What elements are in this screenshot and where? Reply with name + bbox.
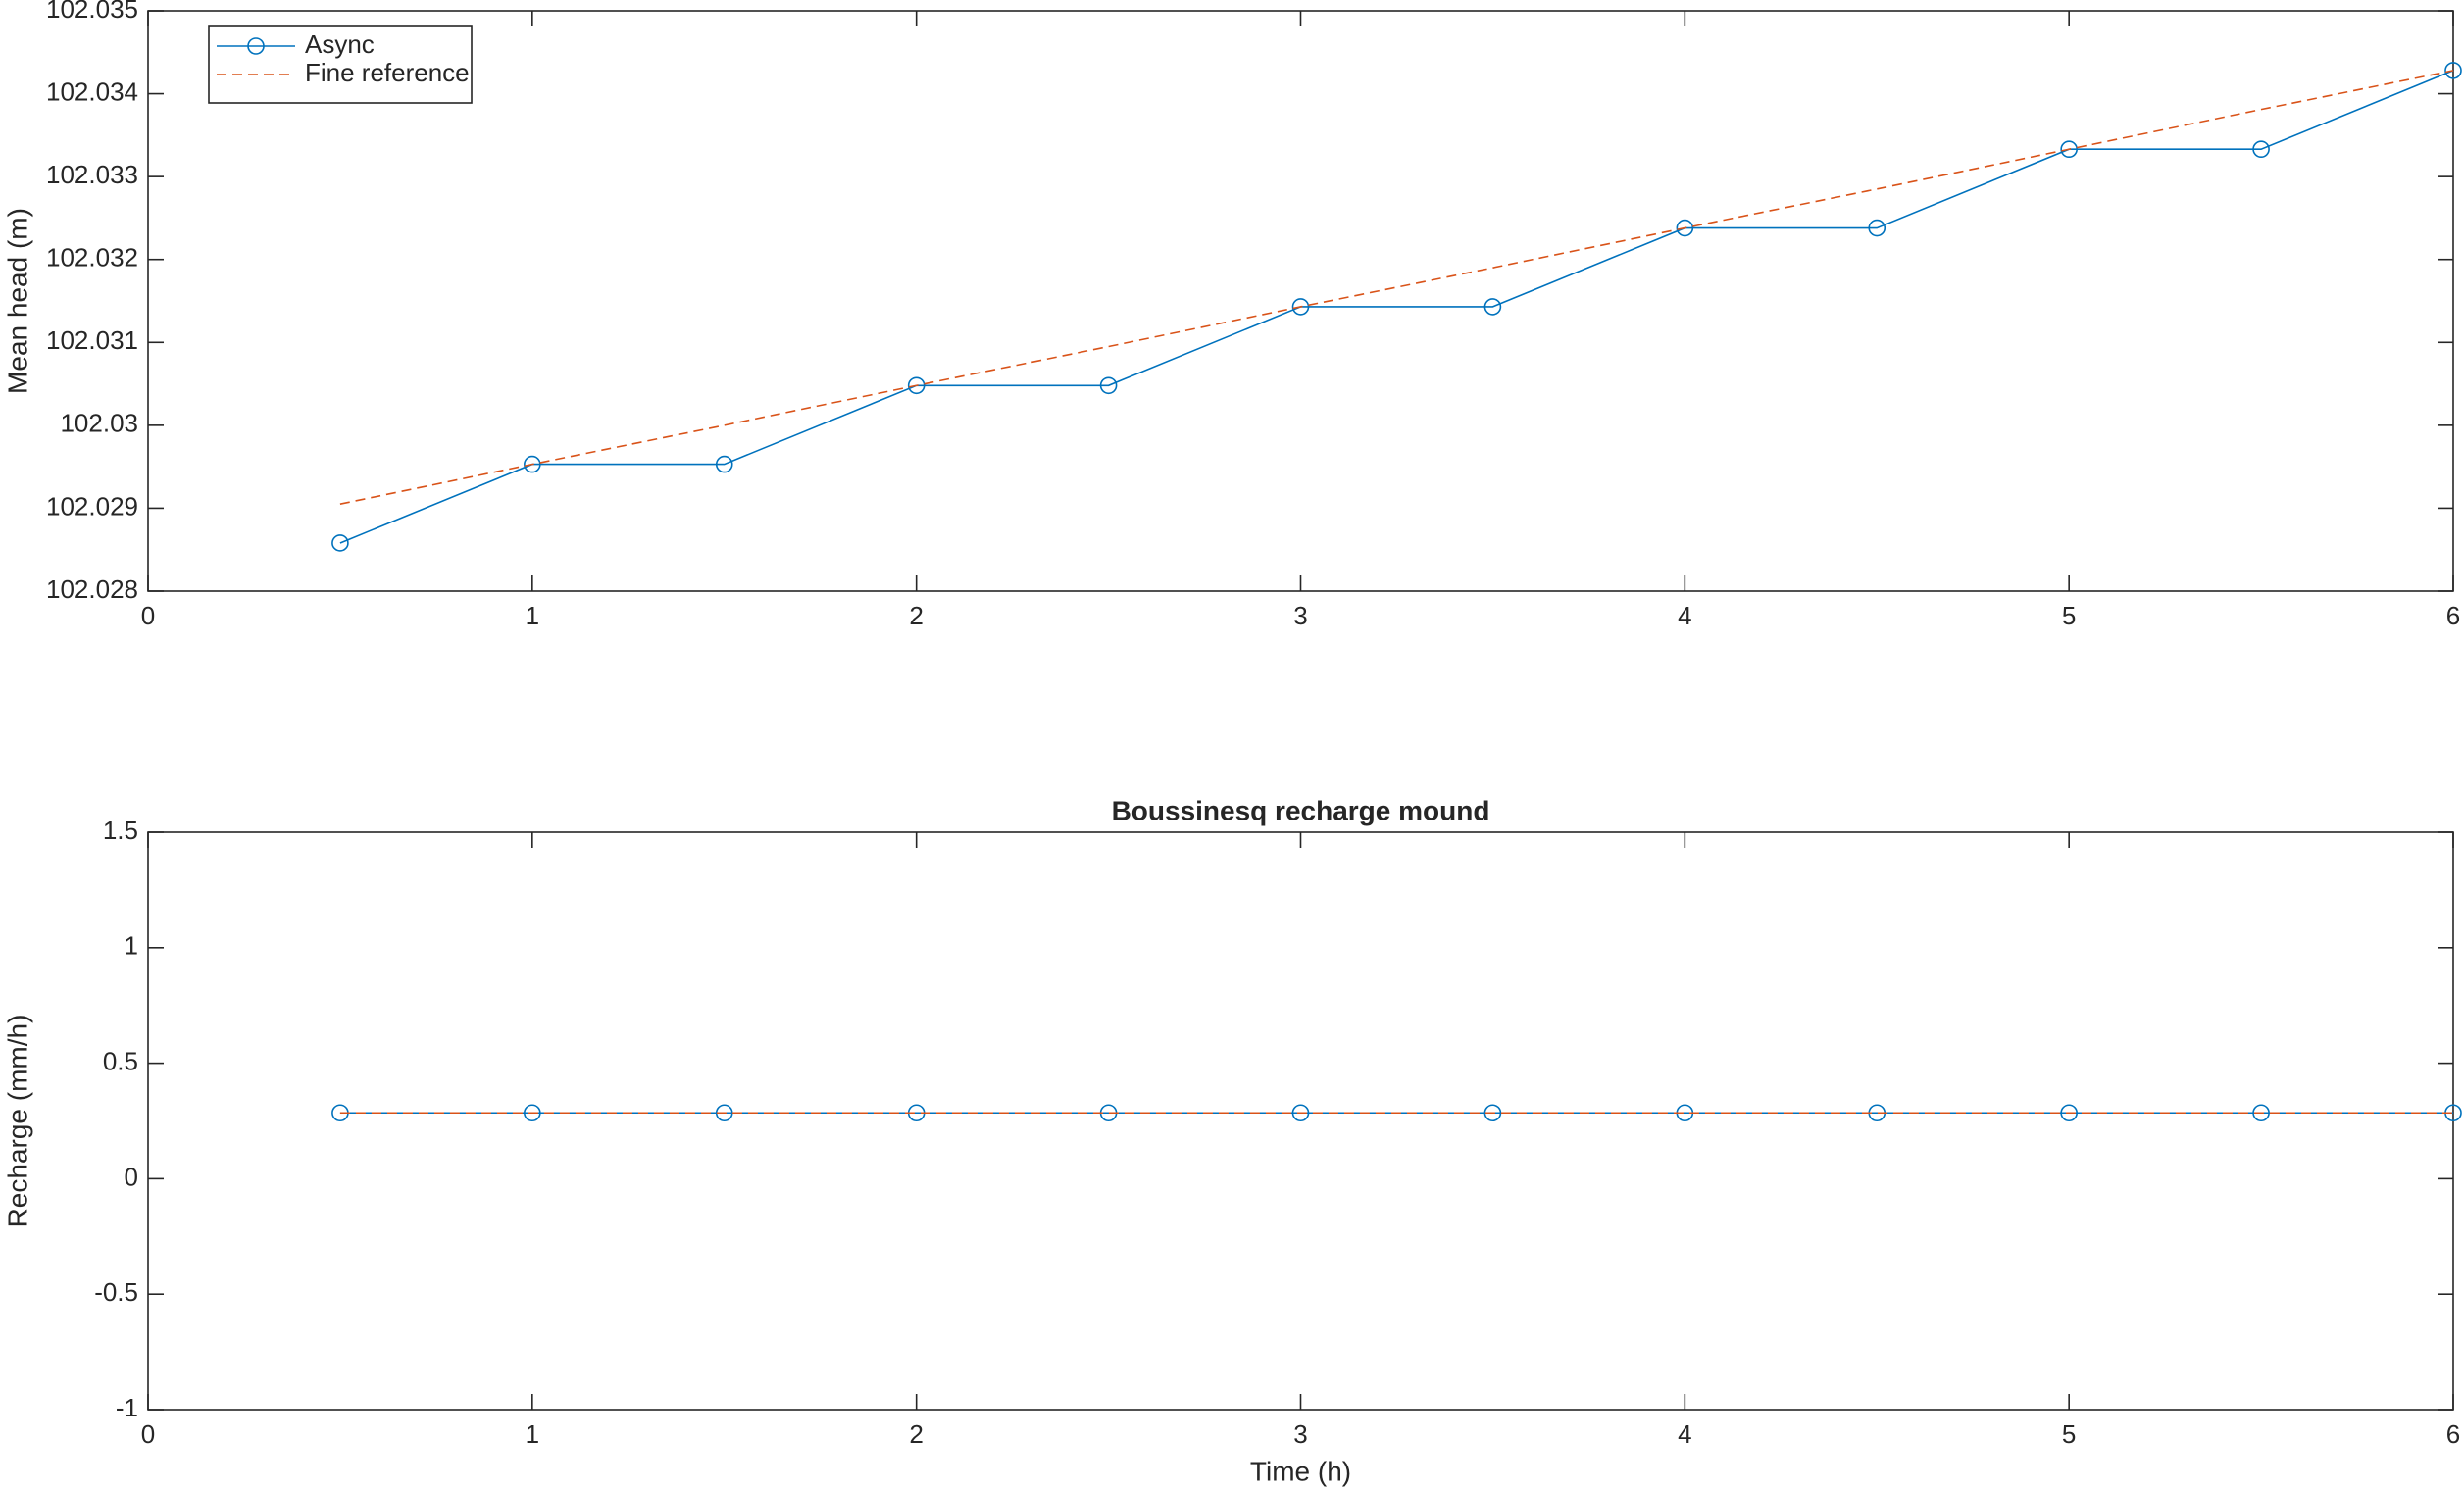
marker (1291, 298, 1310, 316)
y-tick-label: 102.033 (46, 160, 138, 189)
x-tick-label: 6 (2446, 601, 2460, 630)
marker (907, 376, 926, 395)
x-tick-label: 2 (909, 1419, 923, 1449)
y-tick-label: 102.031 (46, 325, 138, 355)
y-tick-label: 102.029 (46, 491, 138, 521)
series-line (339, 70, 2454, 544)
y-tick-label: 1.5 (103, 816, 138, 845)
y-tick-label: 102.034 (46, 76, 138, 106)
x-tick-label: 1 (526, 601, 539, 630)
x-tick-label: 3 (1293, 1419, 1307, 1449)
x-tick-label: 5 (2062, 1419, 2076, 1449)
marker (2252, 1104, 2270, 1122)
x-tick-label: 3 (1293, 601, 1307, 630)
y-tick-label: -1 (116, 1393, 138, 1422)
marker (1099, 376, 1118, 395)
marker (524, 455, 541, 473)
y-tick-label: 102.03 (60, 409, 138, 438)
x-tick-label: 6 (2446, 1419, 2460, 1449)
x-axis-label: Time (h) (1250, 1456, 1351, 1486)
marker (2060, 1104, 2078, 1122)
x-tick-label: 2 (909, 601, 923, 630)
legend-label: Fine reference (305, 58, 470, 87)
marker (1483, 1104, 1502, 1122)
marker (524, 1104, 541, 1122)
x-tick-label: 4 (1678, 1419, 1691, 1449)
y-tick-label: 102.032 (46, 243, 138, 273)
marker (2252, 140, 2270, 159)
marker (1868, 219, 1886, 237)
series-line (339, 70, 2454, 505)
y-tick-label: 1 (125, 931, 138, 961)
marker (715, 1104, 733, 1122)
x-tick-label: 0 (141, 601, 155, 630)
marker (1483, 298, 1502, 316)
marker (2444, 62, 2462, 79)
y-tick-label: 0 (125, 1162, 138, 1191)
chart-title: Boussinesq recharge mound (1112, 795, 1490, 825)
y-axis-label: Recharge (mm/h) (2, 1015, 32, 1228)
marker (1291, 1104, 1310, 1122)
x-tick-label: 0 (141, 1419, 155, 1449)
y-axis-label: Mean head (m) (2, 208, 32, 394)
x-tick-label: 4 (1678, 601, 1691, 630)
y-tick-label: 102.028 (46, 574, 138, 604)
marker (715, 455, 733, 473)
x-tick-label: 5 (2062, 601, 2076, 630)
legend-label: Async (305, 29, 375, 59)
marker (2060, 140, 2078, 159)
y-tick-label: 0.5 (103, 1046, 138, 1075)
marker (331, 534, 349, 552)
marker (1676, 219, 1694, 237)
y-tick-label: -0.5 (94, 1277, 138, 1307)
axes-box (147, 10, 2454, 592)
x-tick-label: 1 (526, 1419, 539, 1449)
y-tick-label: 102.035 (46, 0, 138, 24)
legend-marker (247, 37, 265, 55)
